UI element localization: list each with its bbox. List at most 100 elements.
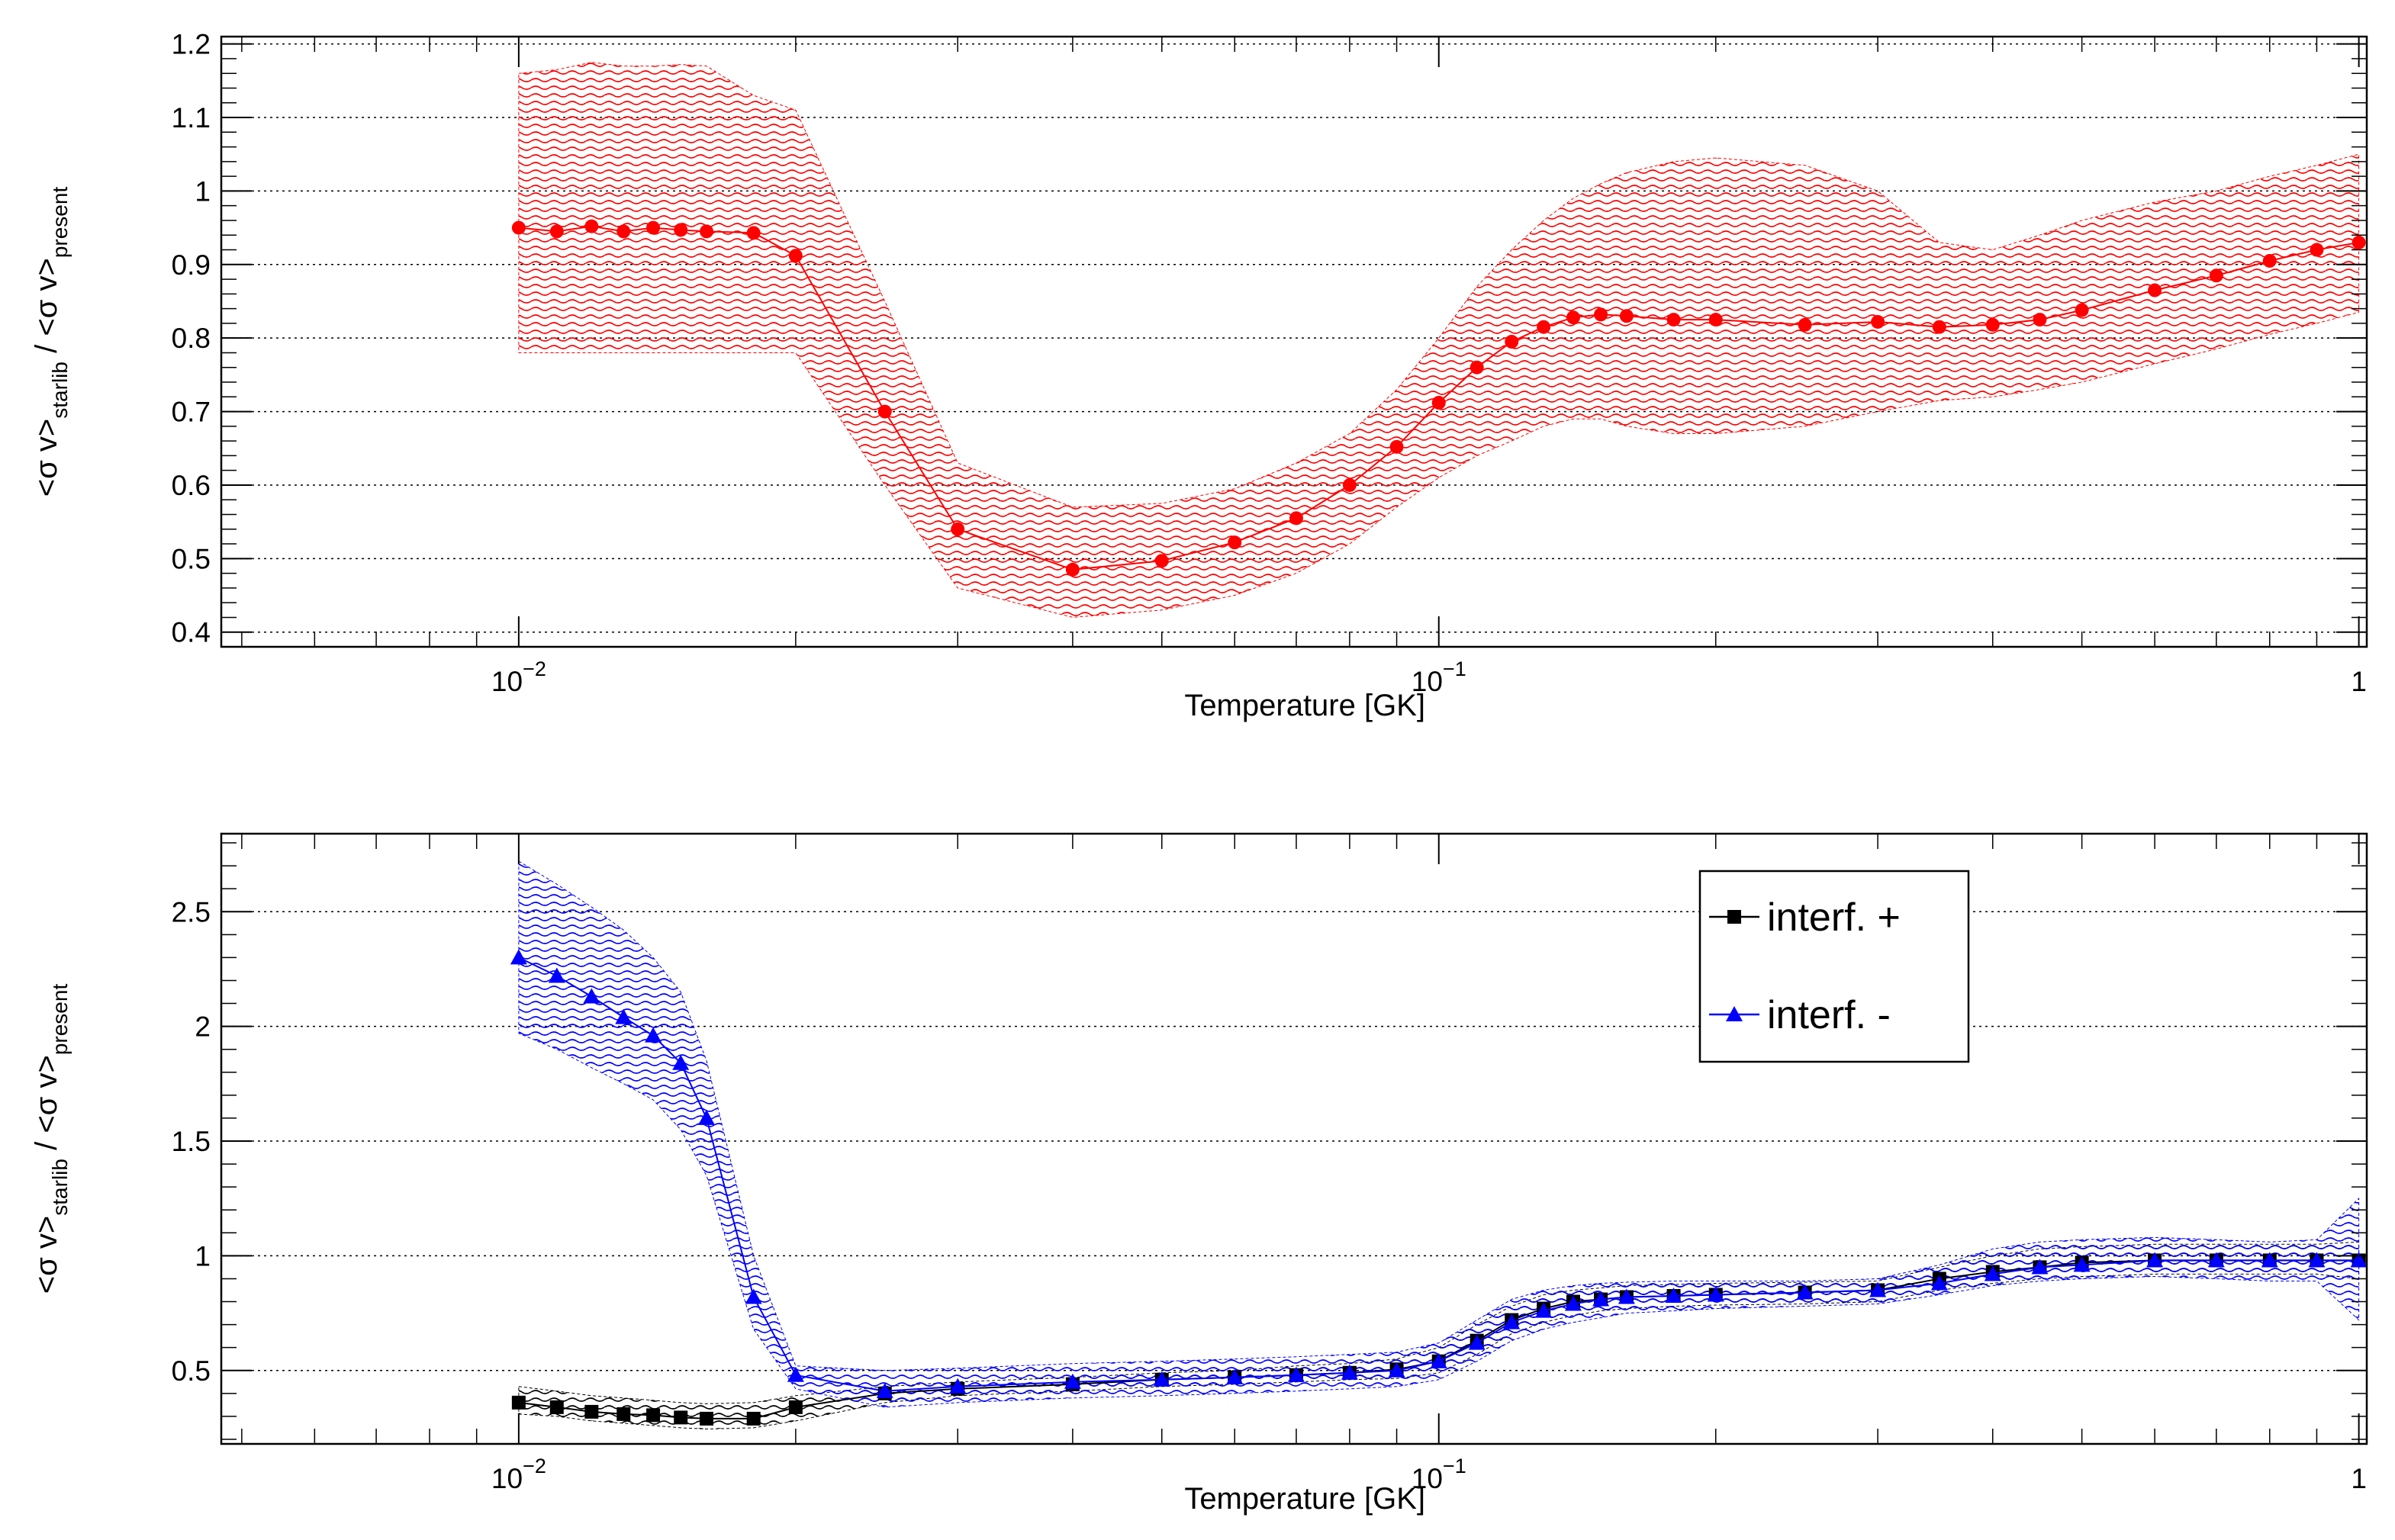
bottom-point-interf (1064, 1373, 1081, 1389)
top-series-layer (511, 219, 2366, 577)
bottom-point-interf (2031, 1259, 2049, 1275)
bottom-point-interf (1564, 1295, 1582, 1311)
top-xtick-label: 10−1 (1412, 657, 1466, 697)
bottom-point-interf (949, 1378, 967, 1394)
top-plot-frame (220, 35, 2368, 648)
bottom-xtick-label: 10−2 (491, 1455, 546, 1494)
bottom-point-interf (1153, 1371, 1170, 1387)
top-point-ratio (1505, 335, 1519, 349)
top-point-ratio (1666, 313, 1681, 327)
bottom-point-interf (2350, 1252, 2367, 1268)
top-point-ratio (1431, 396, 1446, 410)
bottom-point-interf (646, 1408, 661, 1423)
bottom-line-interf (518, 956, 2359, 1392)
top-point-ratio (1342, 477, 1357, 492)
top-chart-panel: 0.4 0.5 0.6 0.7 0.8 0.9 1 1.1 1.2 10−2 10−1 1 Temp… (30, 29, 2368, 722)
bottom-point-interf (616, 1407, 631, 1421)
bottom-point-interf (2261, 1252, 2278, 1268)
bottom-point-interf (1341, 1364, 1358, 1380)
top-band-layer (518, 62, 2360, 618)
top-point-ratio (1932, 320, 1946, 334)
legend-label-interf-plus: interf. + (1767, 895, 1901, 940)
bottom-point-interf (1665, 1288, 1682, 1304)
top-point-ratio (646, 220, 661, 235)
top-point-ratio (1594, 307, 1608, 322)
top-y-axis-title: <σ v>starlib / <σ v>present (30, 187, 72, 497)
bottom-plot-frame (220, 832, 2368, 1445)
bottom-point-interf (1984, 1265, 2001, 1281)
top-point-ratio (2310, 243, 2324, 257)
top-point-ratio (1708, 313, 1723, 327)
top-point-ratio (951, 522, 965, 536)
top-xtick-label: 10−2 (491, 657, 546, 697)
bottom-point-interf (1535, 1302, 1553, 1318)
bottom-point-interf (876, 1382, 893, 1398)
top-point-ratio (700, 224, 714, 239)
bottom-y-ticks: 0.5 1 1.5 2 2.5 (172, 842, 2367, 1440)
top-ytick-label: 0.4 (172, 617, 211, 648)
bottom-point-interf (745, 1288, 762, 1304)
top-point-ratio (1798, 317, 1812, 332)
top-point-ratio (2209, 268, 2223, 283)
top-ytick-label: 0.5 (172, 543, 211, 574)
bottom-x-axis-title: Temperature [GK] (1184, 1482, 1425, 1516)
bottom-band-layer (518, 860, 2360, 1430)
bottom-point-interf (1226, 1368, 1244, 1384)
bottom-point-interf (1592, 1291, 1610, 1307)
bottom-point-interf (787, 1366, 804, 1382)
top-ytick-label: 0.8 (172, 323, 211, 354)
bottom-y-axis-title: <σ v>starlib / <σ v>present (30, 984, 72, 1294)
bottom-point-interf (549, 1400, 564, 1414)
bottom-point-interf (1707, 1286, 1724, 1302)
top-ytick-label: 1.2 (172, 29, 211, 60)
top-y-ticks: 0.4 0.5 0.6 0.7 0.8 0.9 1 1.1 1.2 (172, 29, 2367, 648)
top-point-ratio (2033, 313, 2047, 327)
top-point-ratio (788, 249, 803, 263)
top-point-ratio (616, 224, 631, 239)
legend-marker-interf-plus (1727, 910, 1741, 924)
top-point-ratio (1154, 554, 1169, 568)
top-band-ratio (518, 62, 2360, 618)
legend-label-interf-minus: interf. - (1767, 993, 1891, 1037)
bottom-point-interf (548, 967, 565, 983)
top-point-ratio (1289, 511, 1303, 526)
bottom-ytick-label: 1 (195, 1240, 211, 1272)
top-x-axis-title: Temperature [GK] (1184, 689, 1425, 722)
bottom-point-interf (645, 1027, 662, 1043)
bottom-ytick-label: 2.5 (172, 896, 211, 928)
bottom-point-interf (1618, 1288, 1635, 1304)
top-point-ratio (2352, 235, 2366, 249)
bottom-point-interf (510, 949, 527, 965)
top-point-ratio (2148, 283, 2162, 297)
legend: interf. + interf. - (1698, 870, 1970, 1063)
bottom-ytick-label: 0.5 (172, 1355, 211, 1387)
bottom-band-interf (518, 860, 2360, 1408)
bottom-ytick-label: 2 (195, 1011, 211, 1043)
top-ytick-label: 0.9 (172, 249, 211, 281)
bottom-point-interf (2146, 1252, 2164, 1268)
bottom-xtick-label: 1 (2351, 1463, 2367, 1494)
bottom-point-interf (1388, 1362, 1405, 1378)
bottom-point-interf (2308, 1252, 2326, 1268)
bottom-line-interf (518, 1259, 2359, 1419)
bottom-point-interf (2207, 1252, 2225, 1268)
top-point-ratio (2075, 303, 2089, 317)
bottom-point-interf (746, 1411, 761, 1426)
bottom-xtick-label: 10−1 (1412, 1455, 1466, 1494)
bottom-series-layer (510, 949, 2367, 1426)
bottom-chart-panel: 0.5 1 1.5 2 2.5 10−2 10−1 1 Temperature [GK] <… (30, 832, 2368, 1516)
bottom-point-interf (1930, 1275, 1948, 1291)
bottom-point-interf (788, 1400, 803, 1414)
bottom-point-interf (1468, 1334, 1486, 1350)
top-ytick-label: 1 (195, 175, 211, 207)
top-point-ratio (511, 220, 526, 235)
top-ytick-label: 1.1 (172, 102, 211, 133)
bottom-point-interf (1430, 1352, 1447, 1368)
top-x-ticks: 10−2 10−1 1 (241, 37, 2367, 697)
bottom-point-interf (1287, 1366, 1305, 1382)
top-point-ratio (1566, 310, 1580, 325)
bottom-point-interf (698, 1109, 716, 1125)
top-point-ratio (674, 223, 688, 237)
top-point-ratio (1871, 314, 1885, 329)
